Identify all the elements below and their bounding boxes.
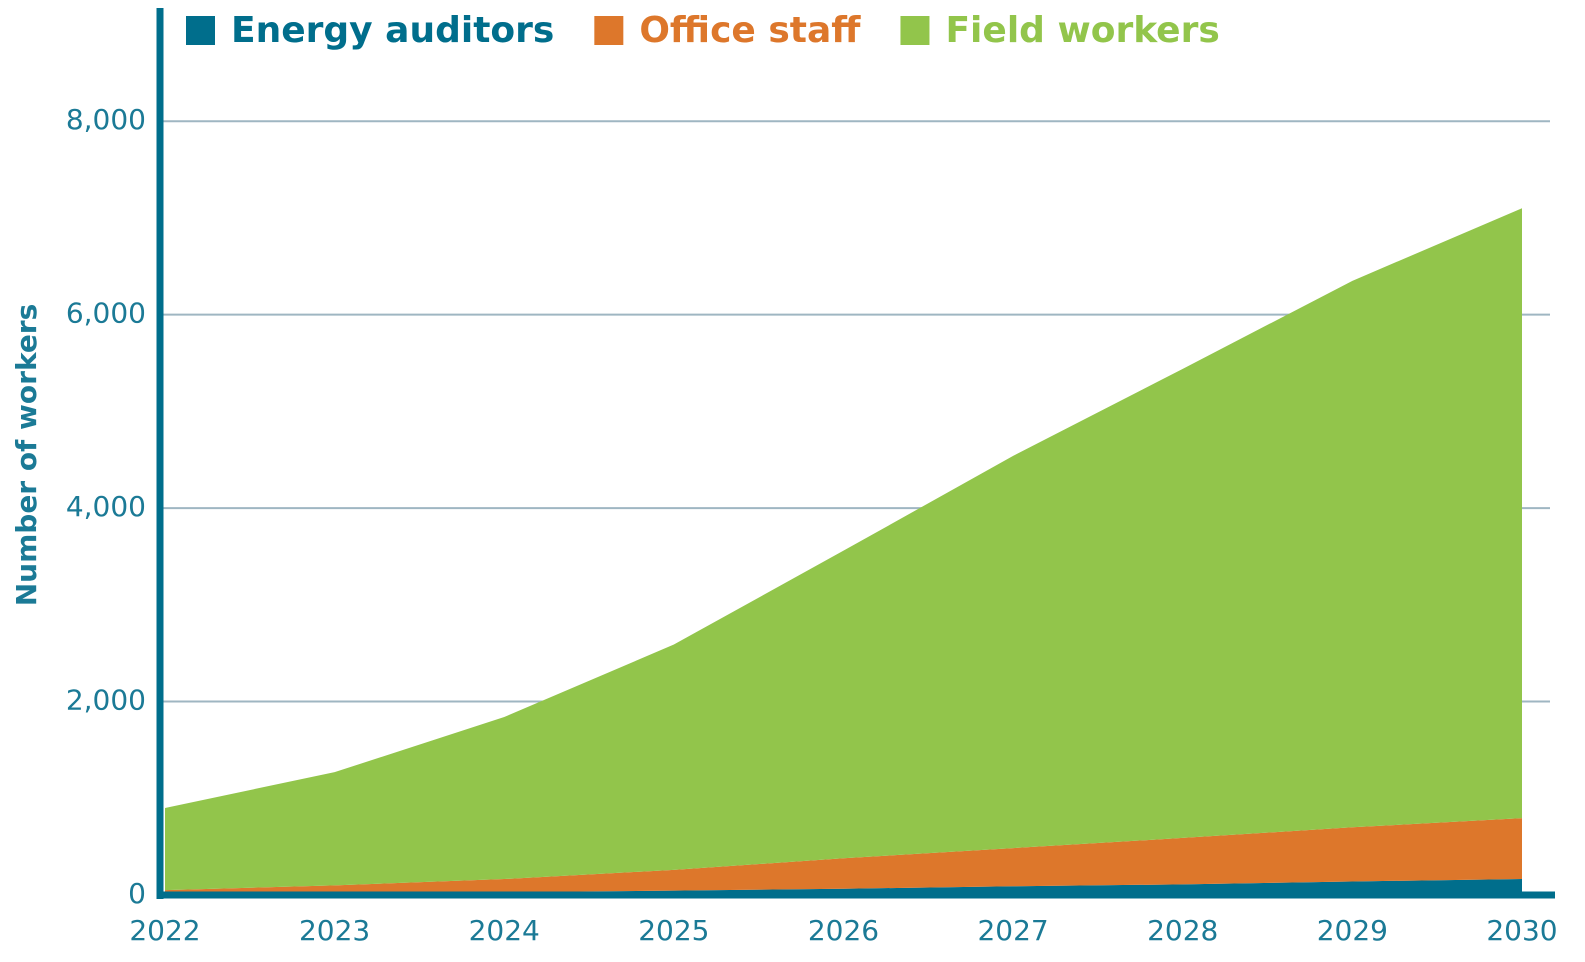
x-tick-label: 2029 (1317, 914, 1388, 947)
y-tick-label: 0 (128, 877, 146, 910)
y-tick-label: 8,000 (66, 103, 146, 136)
x-tick-label: 2025 (638, 914, 709, 947)
legend-label: Office staff (639, 10, 861, 51)
x-tick-label: 2024 (469, 914, 540, 947)
area (165, 208, 1522, 891)
area (165, 879, 1522, 895)
x-tick-label: 2023 (299, 914, 370, 947)
y-tick-label: 2,000 (66, 684, 146, 717)
area (165, 818, 1522, 895)
x-tick-label: 2026 (808, 914, 879, 947)
legend-label: Energy auditors (231, 10, 554, 51)
legend-swatch (594, 16, 624, 45)
y-tick-label: 4,000 (66, 490, 146, 523)
y-tick-label: 6,000 (66, 297, 146, 330)
legend-swatch (900, 16, 930, 45)
x-tick-label: 2022 (129, 914, 200, 947)
legend-swatch (186, 16, 215, 45)
legend-label: Field workers (945, 10, 1219, 51)
x-tick-label: 2027 (977, 914, 1048, 947)
x-tick-label: 2030 (1486, 914, 1557, 947)
y-axis-title: Number of workers (10, 304, 43, 607)
x-tick-label: 2028 (1147, 914, 1218, 947)
